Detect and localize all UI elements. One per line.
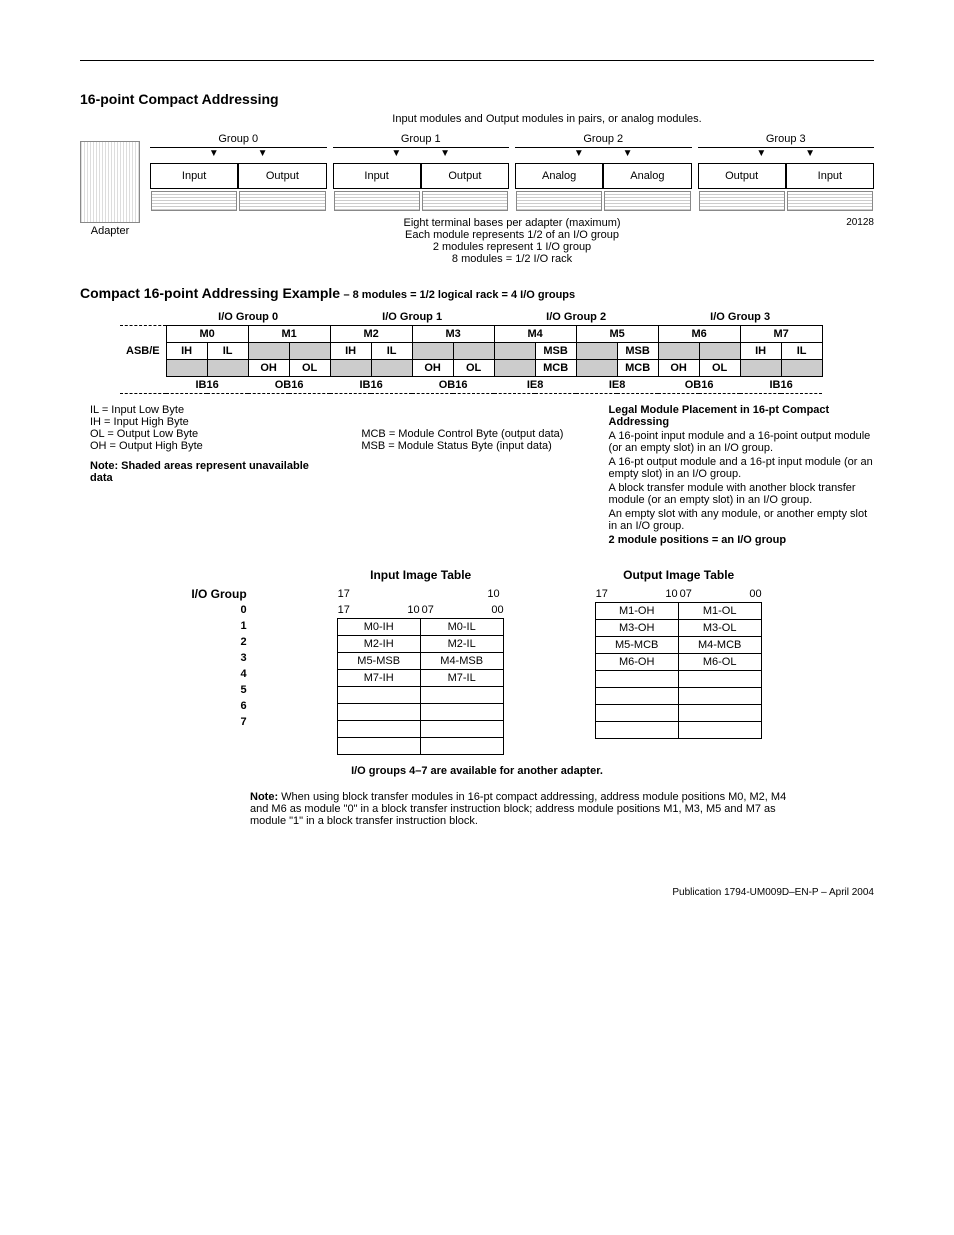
shade-note: Note: Shaded areas represent unavailable… [90,460,331,484]
image-table-cell [678,688,761,705]
slot-4: Analog [515,163,603,189]
image-table-cell: M0-IH [337,619,420,636]
image-table-cell [595,722,678,739]
grp2-label: Group 2 [515,133,692,148]
avail-line: I/O groups 4–7 are available for another… [80,765,874,777]
image-table-cell: M6-OH [595,654,678,671]
image-table-cell: M0-IL [420,619,503,636]
adapter-col: Adapter [80,141,140,237]
legend-row: IL = Input Low Byte IH = Input High Byte… [90,404,874,548]
image-table-cell [337,704,420,721]
image-table-cell: M7-IH [337,670,420,687]
publication-line: Publication 1794-UM009D–EN-P – April 200… [80,887,874,898]
image-table-cell: M1-OL [678,603,761,620]
sectionA-title: 16-point Compact Addressing [80,91,874,107]
rack-captions: Eight terminal bases per adapter (maximu… [331,217,693,265]
image-table-cell: M3-OL [678,620,761,637]
adapter-label: Adapter [80,225,140,237]
sectionB-title: Compact 16-point Addressing Example [80,285,340,301]
fig-number: 20128 [693,217,874,265]
sectionB-sub: – 8 modules = 1/2 logical rack = 4 I/O g… [343,289,575,301]
iogroup-column: I/O Group 0 1 2 3 4 5 6 7 [191,568,246,755]
sectionA-sub: Input modules and Output modules in pair… [220,113,874,125]
slot-2: Input [333,163,421,189]
slot-3: Output [421,163,509,189]
slot-6: Output [698,163,786,189]
image-table-cell: M3-OH [595,620,678,637]
legend-abbrev: IL = Input Low Byte IH = Input High Byte… [90,404,331,548]
block-transfer-note: Note: When using block transfer modules … [250,791,794,827]
rack-groups: Group 0 ▼ ▼ InputOutput Group 1 ▼ ▼ Inpu… [150,133,874,211]
image-table-cell [595,671,678,688]
image-table-cell: M6-OL [678,654,761,671]
image-table-cell [420,687,503,704]
grp1-label: Group 1 [333,133,510,148]
slot-5: Analog [603,163,691,189]
image-table-cell [678,705,761,722]
rack-diagram: Input modules and Output modules in pair… [80,113,874,265]
input-image-table: Input Image Table 1710 17100700 M0-IHM0-… [337,568,505,755]
image-table-cell: M5-MCB [595,637,678,654]
image-table-cell [678,671,761,688]
image-table-cell: M4-MCB [678,637,761,654]
addressing-table: I/O Group 0 I/O Group 1 I/O Group 2 I/O … [120,309,823,394]
top-rule [80,60,874,61]
image-table-cell [595,705,678,722]
legend-byte: MCB = Module Control Byte (output data) … [361,404,578,548]
image-table-cell [678,722,761,739]
slot-0: Input [150,163,238,189]
grp3-label: Group 3 [698,133,875,148]
legal-placement: Legal Module Placement in 16-pt Compact … [609,404,874,548]
image-table-cell: M1-OH [595,603,678,620]
slot-1: Output [238,163,326,189]
asbe-label: ASB/E [120,343,166,360]
image-table-cell: M2-IH [337,636,420,653]
image-table-cell: M4-MSB [420,653,503,670]
image-table-cell: M7-IL [420,670,503,687]
adapter-box [80,141,140,223]
image-table-cell [337,687,420,704]
slot-7: Input [786,163,874,189]
image-table-cell: M2-IL [420,636,503,653]
image-table-cell [420,738,503,755]
image-table-cell [420,721,503,738]
image-table-cell [337,738,420,755]
image-table-cell [337,721,420,738]
image-tables: I/O Group 0 1 2 3 4 5 6 7 Input Image Ta… [80,568,874,755]
image-table-cell: M5-MSB [337,653,420,670]
output-image-table: Output Image Table 17100700 M1-OHM1-OLM3… [595,568,763,755]
image-table-cell [595,688,678,705]
image-table-cell [420,704,503,721]
grp0-label: Group 0 [150,133,327,148]
